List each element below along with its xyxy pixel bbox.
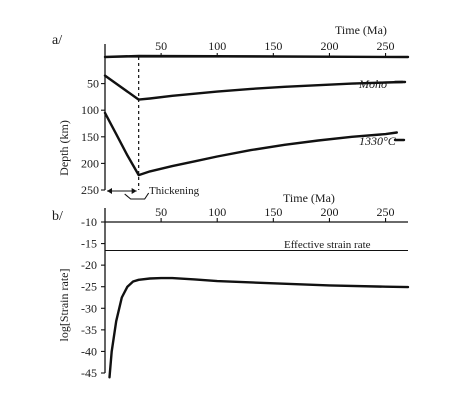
panel-b-ytick-label: -45 [81, 366, 97, 380]
panel-b-ytick-label: -25 [81, 280, 97, 294]
panel-a-xtick-label: 50 [155, 39, 167, 53]
panel-a-xtick-label: 150 [264, 39, 282, 53]
panel-b-xtick-label: 200 [320, 205, 338, 219]
panel-a-series-line [103, 111, 398, 177]
thickening-arrow-right-head [131, 188, 137, 194]
panel-b-ytick-label: -35 [81, 323, 97, 337]
panel-b-plot: 50 100 150 200 250 -10 -15 -20 -25 -30 -35 -40 -45 [81, 205, 410, 380]
panel-a-ylabel: Depth (km) [57, 120, 71, 176]
panel-b-xlabel: Time (Ma) [283, 191, 335, 205]
panel-b-label: b/ [52, 209, 63, 224]
panel-a-xtick-label: 200 [320, 39, 338, 53]
panel-a-plot: 50 100 150 200 250 50 100 150 200 250 [81, 39, 410, 200]
isotherm-label: 1330°C [359, 134, 397, 148]
panel-a-label: a/ [52, 33, 62, 48]
strain-rate-curve [108, 276, 410, 379]
panel-b-xtick-label: 100 [208, 205, 226, 219]
thickening-label: Thickening [149, 185, 200, 197]
panel-b-xtick-label: 150 [264, 205, 282, 219]
panel-b-xtick-label: 50 [155, 205, 167, 219]
panel-b-ytick-label: -20 [81, 258, 97, 272]
panel-b-ylabel: log[Strain rate] [57, 269, 71, 342]
panel-b-xtick-label: 250 [377, 205, 395, 219]
panel-b-ytick-label: -40 [81, 344, 97, 358]
panel-a-xlabel: Time (Ma) [335, 23, 387, 37]
panel-b-ytick-label: -15 [81, 237, 97, 251]
panel-a-series-line [103, 54, 410, 59]
panel-a-xtick-label: 100 [208, 39, 226, 53]
panel-a-ytick-label: 250 [81, 183, 99, 197]
panel-a-series-line [103, 74, 404, 101]
panel-a-ytick-label: 50 [87, 77, 99, 91]
panel-a-ytick-label: 150 [81, 130, 99, 144]
panel-a-ytick-label: 100 [81, 103, 99, 117]
panel-b-ytick-label: -10 [81, 215, 97, 229]
panel-b-ytick-label: -30 [81, 301, 97, 315]
thickening-brace [124, 192, 150, 200]
effective-strain-label: Effective strain rate [284, 239, 371, 251]
thickening-arrow-left-head [107, 188, 112, 194]
panel-a-ytick-label: 200 [81, 156, 99, 170]
panel-a-xtick-label: 250 [377, 39, 395, 53]
